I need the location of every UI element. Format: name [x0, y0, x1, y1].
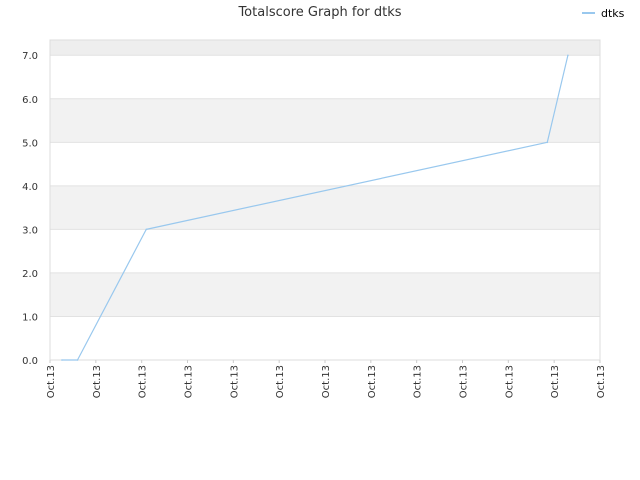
- x-tick-label: Oct.13: [504, 365, 515, 398]
- y-tick-label: 4.0: [22, 182, 38, 193]
- x-tick-label: Oct.13: [229, 365, 240, 398]
- x-tick-label: Oct.13: [184, 365, 195, 398]
- y-tick-label: 3.0: [22, 225, 38, 236]
- x-tick-label: Oct.13: [550, 365, 561, 398]
- y-tick-label: 5.0: [22, 138, 38, 149]
- plot-band: [50, 229, 600, 273]
- plot-band: [50, 185, 600, 230]
- data-point: [76, 359, 79, 361]
- plot-band: [50, 272, 600, 317]
- x-axis-ticks: Oct.13 Oct.13 Oct.13 Oct.13 Oct.13 Oct.13 Oct.…: [46, 360, 607, 398]
- x-tick-label: Oct.13: [92, 365, 103, 398]
- x-tick-label: Oct.13: [321, 365, 332, 398]
- x-tick-label: Oct.13: [275, 365, 286, 398]
- plot-band: [50, 40, 600, 56]
- plot-band: [50, 316, 600, 360]
- y-tick-label: 0.0: [22, 356, 38, 367]
- data-point: [61, 359, 63, 361]
- x-tick-label: Oct.13: [596, 365, 607, 398]
- y-tick-label: 2.0: [22, 269, 38, 280]
- x-tick-label: Oct.13: [138, 365, 149, 398]
- y-tick-label: 6.0: [22, 95, 38, 106]
- data-point: [567, 54, 569, 57]
- chart-title: Totalscore Graph for dtks: [237, 5, 401, 20]
- plot-band: [50, 55, 600, 99]
- legend[interactable]: dtks: [582, 7, 625, 20]
- y-axis-ticks: 0.0 1.0 2.0 3.0 4.0 5.0 6.0 7.0: [22, 51, 38, 367]
- plot-band: [50, 142, 600, 186]
- y-tick-label: 7.0: [22, 51, 38, 62]
- x-tick-label: Oct.13: [46, 365, 57, 398]
- y-tick-label: 1.0: [22, 312, 38, 323]
- x-tick-label: Oct.13: [413, 365, 424, 398]
- plot-bands: [50, 40, 600, 360]
- x-tick-label: Oct.13: [459, 365, 470, 398]
- data-point: [546, 141, 549, 144]
- x-tick-label: Oct.13: [367, 365, 378, 398]
- plot-band: [50, 98, 600, 143]
- series-layer: [61, 54, 569, 361]
- legend-label-dtks: dtks: [601, 7, 625, 20]
- data-point: [145, 228, 148, 231]
